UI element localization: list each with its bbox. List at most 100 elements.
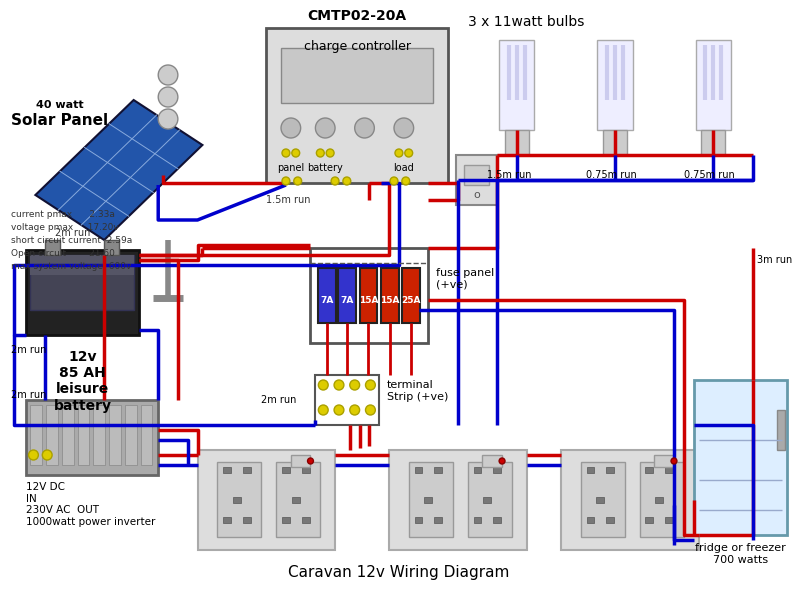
Bar [402,268,419,323]
Bar [456,155,497,205]
Circle shape [318,380,328,390]
Circle shape [350,380,360,390]
Bar [482,455,502,467]
Circle shape [292,149,300,157]
Bar [26,250,138,335]
Circle shape [158,65,178,85]
Bar [94,405,105,465]
Bar [282,517,290,523]
Circle shape [366,405,375,415]
Text: charge controller: charge controller [304,40,410,53]
Circle shape [318,405,328,415]
Circle shape [29,450,38,460]
Bar [606,517,614,523]
Bar [409,462,453,537]
Bar [581,462,625,537]
Bar [242,517,250,523]
Bar [233,497,241,503]
Text: Solar Panel: Solar Panel [11,113,109,128]
Bar [104,240,119,255]
Text: 0.75m run: 0.75m run [684,170,734,180]
Circle shape [350,405,360,415]
Text: 12v
85 AH
leisure
battery: 12v 85 AH leisure battery [54,350,111,413]
Text: battery: battery [307,163,343,173]
Bar [655,497,663,503]
Text: 3 x 11watt bulbs: 3 x 11watt bulbs [469,15,585,29]
Bar [606,467,614,473]
Bar [125,405,137,465]
Circle shape [158,87,178,107]
Bar [434,467,442,473]
Bar [109,405,121,465]
Bar [639,462,684,537]
Text: 1.5m run: 1.5m run [266,195,310,205]
Text: 40 watt: 40 watt [36,100,84,110]
Bar [665,467,673,473]
Bar [586,517,594,523]
Text: CMTP02-20A: CMTP02-20A [307,9,406,23]
Bar [30,255,134,310]
Text: Caravan 12v Wiring Diagram: Caravan 12v Wiring Diagram [288,565,510,580]
Bar [46,240,60,255]
Bar [302,467,310,473]
Circle shape [42,450,52,460]
Circle shape [334,380,344,390]
Bar [282,467,290,473]
Polygon shape [35,100,202,240]
Bar [586,467,594,473]
Bar [26,400,158,475]
Bar [695,40,731,130]
Bar [494,467,501,473]
Circle shape [499,458,505,464]
Bar [382,268,399,323]
Text: fuse panel
(+ve): fuse panel (+ve) [436,268,494,290]
Bar [425,497,432,503]
Bar [474,467,482,473]
Text: 25A: 25A [401,296,421,305]
Circle shape [315,118,335,138]
Circle shape [316,149,324,157]
Bar [603,130,627,155]
Text: 2m run: 2m run [55,228,90,238]
Text: load: load [394,163,414,173]
Bar [464,165,490,185]
Circle shape [405,149,413,157]
Bar [281,48,434,103]
Bar [434,517,442,523]
Bar [266,28,448,183]
Circle shape [294,177,302,185]
Circle shape [354,118,374,138]
Text: 2m run: 2m run [11,390,46,400]
Text: max system voltage  600v: max system voltage 600v [11,262,131,271]
Circle shape [326,149,334,157]
Text: terminal
Strip (+ve): terminal Strip (+ve) [387,380,449,402]
Circle shape [402,177,410,185]
Bar [242,467,250,473]
Text: 7A: 7A [340,296,354,305]
Bar [360,268,378,323]
Bar [694,380,787,535]
Bar [596,497,604,503]
Text: 15A: 15A [380,296,400,305]
Text: 15A: 15A [358,296,378,305]
Bar [505,130,529,155]
Bar [646,517,654,523]
Circle shape [282,177,290,185]
Bar [702,130,725,155]
Circle shape [158,109,178,129]
Text: fridge or freezer
700 watts: fridge or freezer 700 watts [695,543,786,564]
Bar [276,462,320,537]
Bar [315,375,379,425]
Bar [318,268,336,323]
Circle shape [343,177,350,185]
Bar [474,517,482,523]
Bar [646,467,654,473]
Text: 0.75m run: 0.75m run [586,170,636,180]
Text: 12V DC
IN
230V AC  OUT
1000watt power inverter: 12V DC IN 230V AC OUT 1000watt power inv… [26,482,155,527]
Circle shape [331,177,339,185]
Bar [494,517,501,523]
Bar [141,405,152,465]
Text: 2m run: 2m run [11,345,46,355]
Bar [217,462,262,537]
Bar [468,462,512,537]
